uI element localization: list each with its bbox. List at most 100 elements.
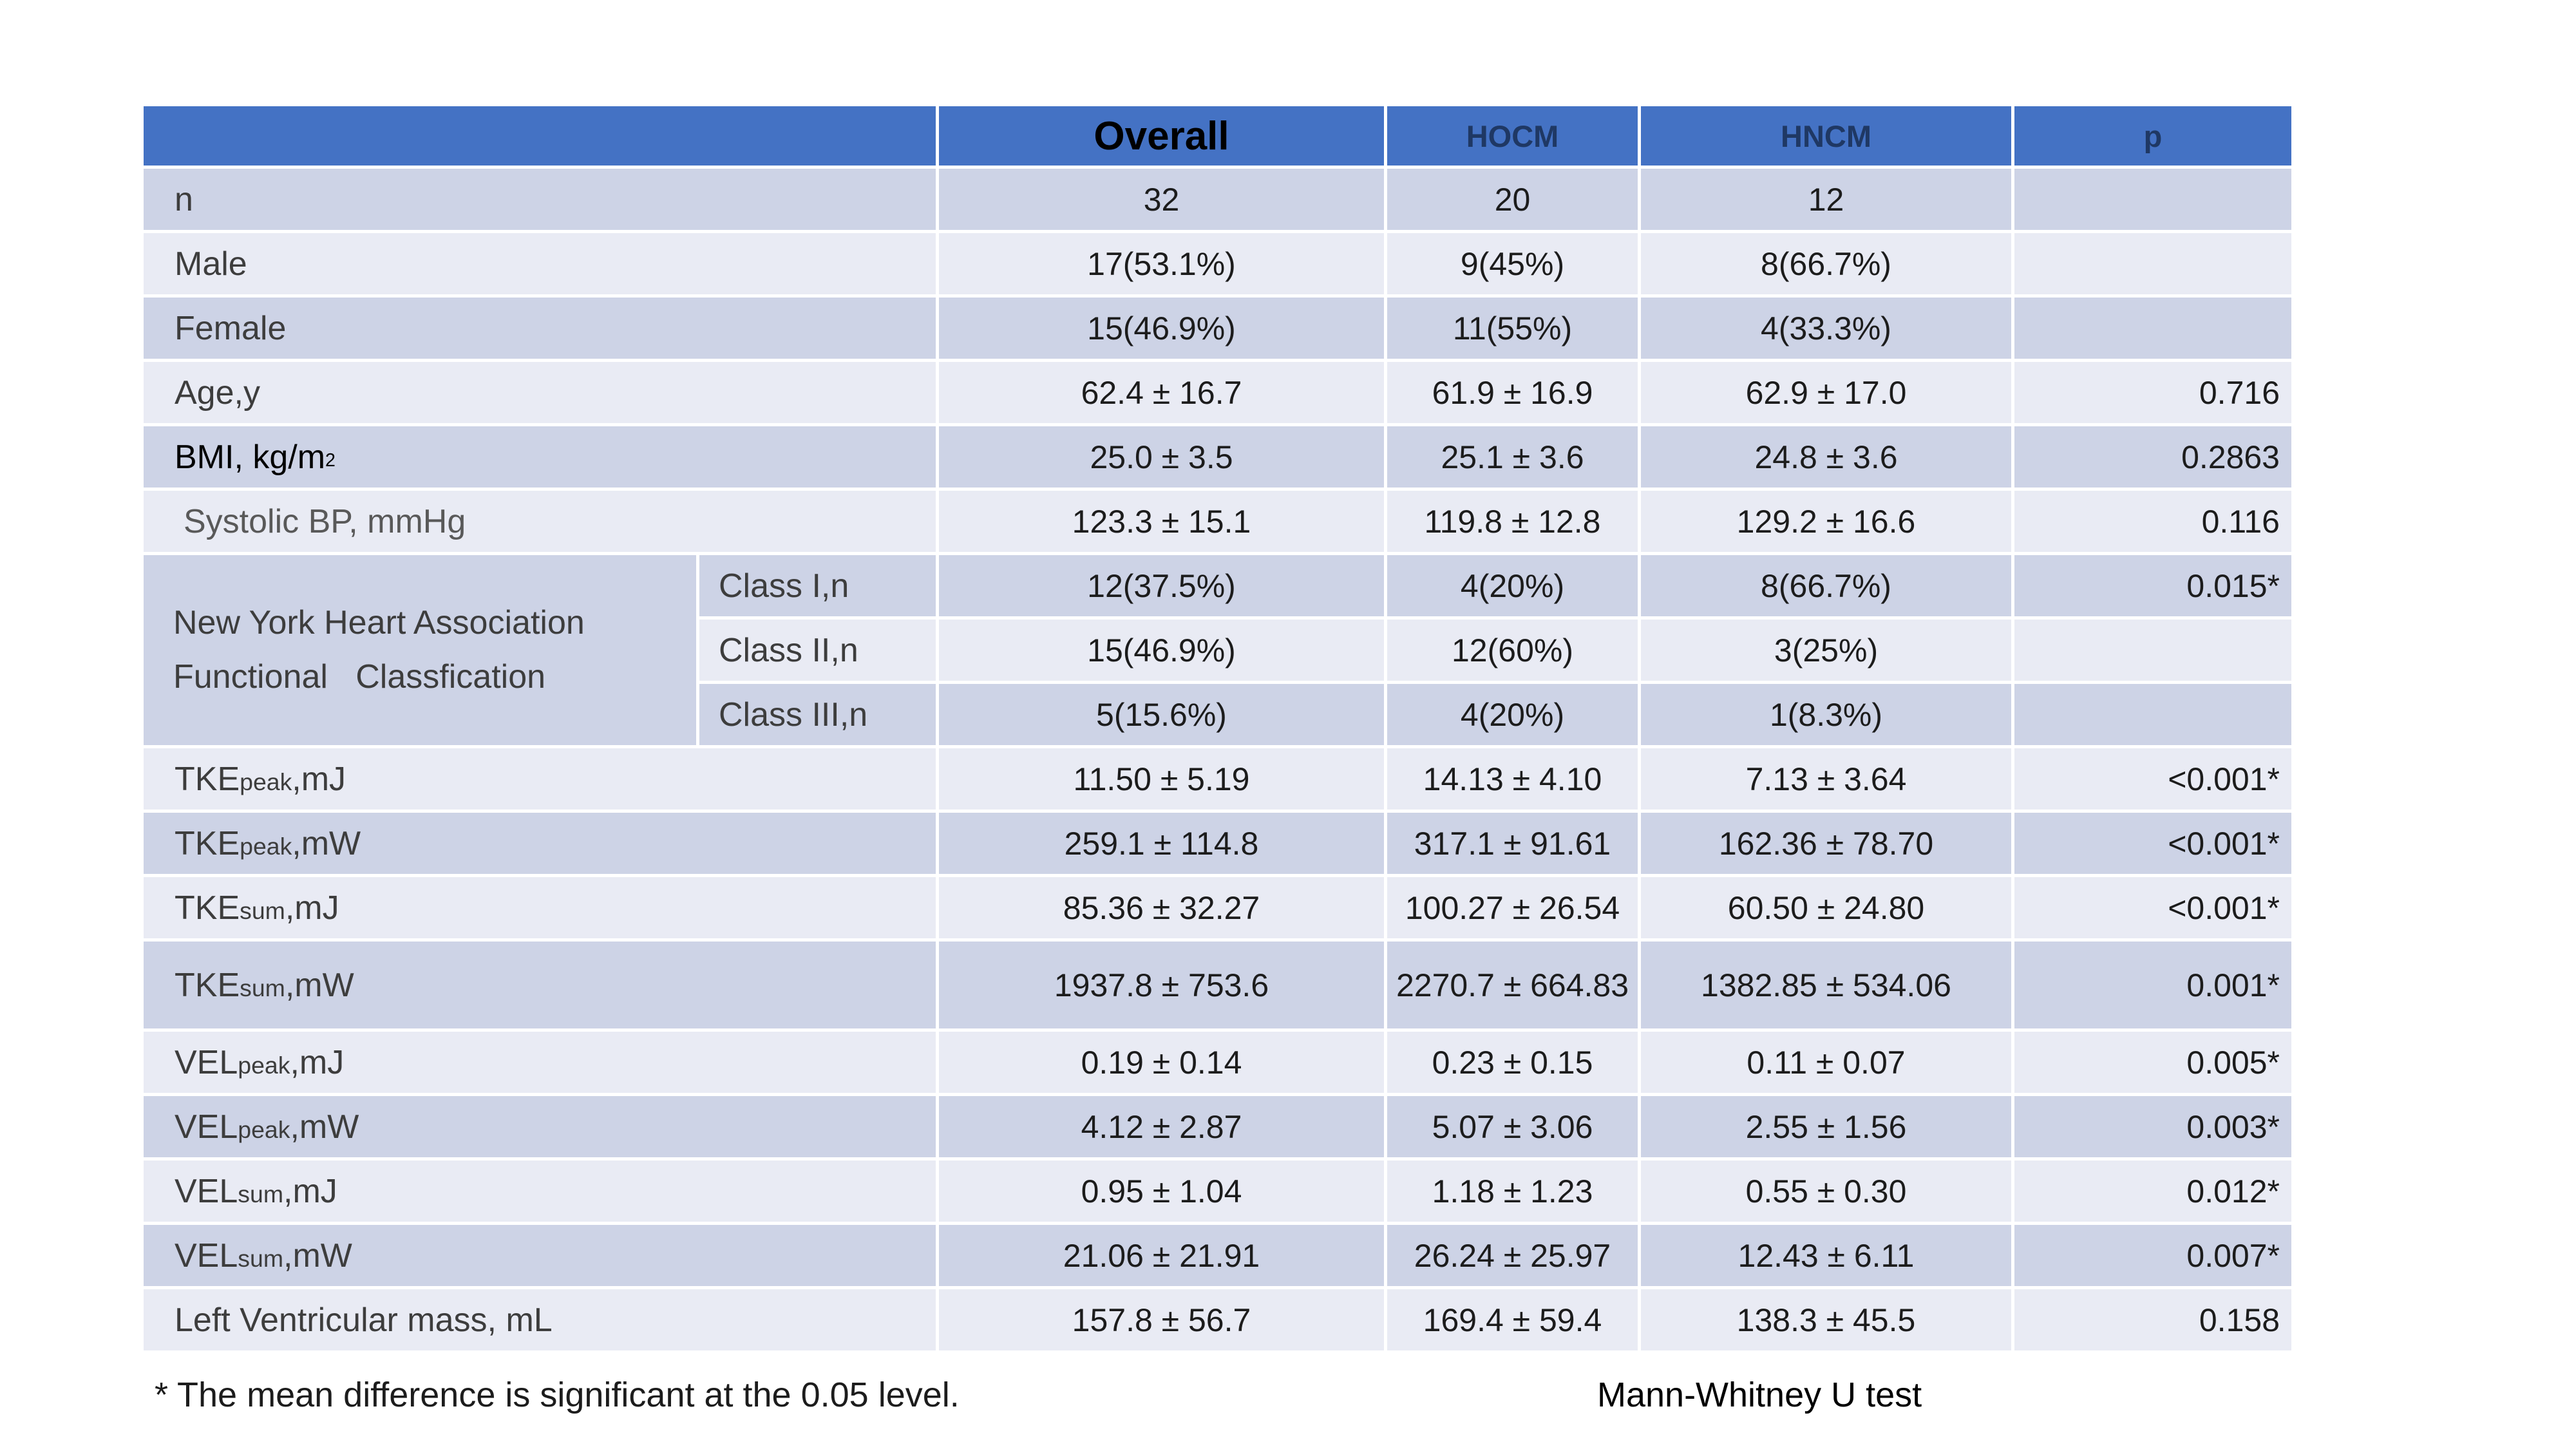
row-sublabel: Class I,n — [699, 555, 936, 616]
cell-overall: 15(46.9%) — [939, 620, 1384, 681]
cell-p: <0.001* — [2014, 877, 2291, 938]
cell-p: 0.716 — [2014, 362, 2291, 423]
cell-overall: 157.8 ± 56.7 — [939, 1289, 1384, 1350]
cell-hncm: 0.11 ± 0.07 — [1641, 1032, 2011, 1093]
cell-overall: 1937.8 ± 753.6 — [939, 942, 1384, 1028]
row-label-subscript: sum — [240, 896, 285, 924]
table-row: TKEsum,mW 1937.8 ± 753.6 2270.7 ± 664.83… — [144, 942, 2291, 1028]
cell-hocm: 317.1 ± 91.61 — [1387, 813, 1638, 874]
table-row: TKEpeak,mJ 11.50 ± 5.19 14.13 ± 4.10 7.1… — [144, 748, 2291, 810]
table-row: BMI, kg/m2 25.0 ± 3.5 25.1 ± 3.6 24.8 ± … — [144, 426, 2291, 488]
row-label-superscript: 2 — [325, 450, 336, 471]
row-label-subscript: sum — [238, 1244, 283, 1272]
row-label-unit: ,mW — [285, 966, 354, 1004]
cell-hncm: 129.2 ± 16.6 — [1641, 491, 2011, 552]
cell-p: 0.005* — [2014, 1032, 2291, 1093]
row-label-text: VEL — [175, 1108, 238, 1146]
cell-hncm: 24.8 ± 3.6 — [1641, 426, 2011, 488]
cell-hocm: 20 — [1387, 169, 1638, 230]
cell-hncm: 12.43 ± 6.11 — [1641, 1225, 2011, 1286]
cell-p: 0.158 — [2014, 1289, 2291, 1350]
table-row: Systolic BP, mmHg 123.3 ± 15.1 119.8 ± 1… — [144, 491, 2291, 552]
row-label-text: TKE — [175, 760, 240, 798]
patient-characteristics-table: Overall HOCM HNCM p n 32 20 12 Male 17(5… — [140, 103, 2295, 1354]
row-label-text: TKE — [175, 889, 240, 927]
table-row: Class II,n 15(46.9%) 12(60%) 3(25%) — [144, 620, 2291, 681]
cell-p: 0.001* — [2014, 942, 2291, 1028]
cell-p: 0.007* — [2014, 1225, 2291, 1286]
row-label: Systolic BP, mmHg — [144, 491, 936, 552]
cell-overall: 32 — [939, 169, 1384, 230]
cell-p: <0.001* — [2014, 813, 2291, 874]
cell-overall: 15(46.9%) — [939, 298, 1384, 359]
cell-hncm: 2.55 ± 1.56 — [1641, 1096, 2011, 1157]
nyha-merged-label: New York Heart Association Functional Cl… — [144, 555, 696, 745]
cell-p — [2014, 620, 2291, 681]
header-hncm: HNCM — [1641, 106, 2011, 166]
row-label: VELpeak,mW — [144, 1096, 936, 1157]
cell-overall: 259.1 ± 114.8 — [939, 813, 1384, 874]
row-label: Female — [144, 298, 936, 359]
table-row: Female 15(46.9%) 11(55%) 4(33.3%) — [144, 298, 2291, 359]
table-row: Class III,n 5(15.6%) 4(20%) 1(8.3%) — [144, 684, 2291, 745]
cell-hocm: 4(20%) — [1387, 684, 1638, 745]
cell-hocm: 26.24 ± 25.97 — [1387, 1225, 1638, 1286]
significance-footnote: * The mean difference is significant at … — [155, 1376, 960, 1414]
header-hocm: HOCM — [1387, 106, 1638, 166]
table-row: New York Heart Association Functional Cl… — [144, 555, 2291, 745]
cell-p — [2014, 298, 2291, 359]
row-label-unit: ,mJ — [290, 1043, 345, 1081]
cell-overall: 11.50 ± 5.19 — [939, 748, 1384, 810]
statistical-test-label: Mann-Whitney U test — [1597, 1376, 1922, 1414]
cell-hocm: 14.13 ± 4.10 — [1387, 748, 1638, 810]
row-label-subscript: sum — [240, 974, 285, 1001]
header-p: p — [2014, 106, 2291, 166]
cell-hncm: 60.50 ± 24.80 — [1641, 877, 2011, 938]
row-label-unit: ,mJ — [292, 760, 346, 798]
table-row: TKEsum,mJ 85.36 ± 32.27 100.27 ± 26.54 6… — [144, 877, 2291, 938]
table-row: VELsum,mJ 0.95 ± 1.04 1.18 ± 1.23 0.55 ±… — [144, 1160, 2291, 1222]
cell-overall: 17(53.1%) — [939, 233, 1384, 294]
row-label-unit: ,mW — [292, 824, 361, 862]
row-label-subscript: peak — [238, 1051, 290, 1079]
row-sublabel: Class II,n — [699, 620, 936, 681]
table-row: VELpeak,mW 4.12 ± 2.87 5.07 ± 3.06 2.55 … — [144, 1096, 2291, 1157]
row-label-subscript: peak — [240, 832, 292, 860]
cell-overall: 4.12 ± 2.87 — [939, 1096, 1384, 1157]
cell-hocm: 169.4 ± 59.4 — [1387, 1289, 1638, 1350]
cell-overall: 25.0 ± 3.5 — [939, 426, 1384, 488]
cell-p: 0.2863 — [2014, 426, 2291, 488]
cell-hncm: 62.9 ± 17.0 — [1641, 362, 2011, 423]
cell-hocm: 61.9 ± 16.9 — [1387, 362, 1638, 423]
cell-p: 0.015* — [2014, 555, 2291, 616]
row-label-unit: ,mW — [283, 1236, 352, 1274]
cell-p: <0.001* — [2014, 748, 2291, 810]
cell-overall: 12(37.5%) — [939, 555, 1384, 616]
table-row: Left Ventricular mass, mL 157.8 ± 56.7 1… — [144, 1289, 2291, 1350]
cell-hncm: 0.55 ± 0.30 — [1641, 1160, 2011, 1222]
cell-p — [2014, 169, 2291, 230]
row-label: TKEsum,mJ — [144, 877, 936, 938]
row-label-text: VEL — [175, 1236, 238, 1274]
cell-hncm: 12 — [1641, 169, 2011, 230]
row-label-text: VEL — [175, 1043, 238, 1081]
row-label-text: VEL — [175, 1172, 238, 1210]
cell-hocm: 2270.7 ± 664.83 — [1387, 942, 1638, 1028]
cell-overall: 21.06 ± 21.91 — [939, 1225, 1384, 1286]
cell-hncm: 7.13 ± 3.64 — [1641, 748, 2011, 810]
cell-overall: 0.19 ± 0.14 — [939, 1032, 1384, 1093]
cell-hocm: 5.07 ± 3.06 — [1387, 1096, 1638, 1157]
cell-hncm: 8(66.7%) — [1641, 233, 2011, 294]
cell-hocm: 25.1 ± 3.6 — [1387, 426, 1638, 488]
row-label-subscript: peak — [238, 1115, 290, 1143]
row-label: VELsum,mJ — [144, 1160, 936, 1222]
table-row: TKEpeak,mW 259.1 ± 114.8 317.1 ± 91.61 1… — [144, 813, 2291, 874]
row-label-text: BMI, kg/m — [175, 438, 326, 476]
cell-hocm: 11(55%) — [1387, 298, 1638, 359]
row-sublabel: Class III,n — [699, 684, 936, 745]
row-label-unit: ,mJ — [283, 1172, 337, 1210]
cell-hncm: 162.36 ± 78.70 — [1641, 813, 2011, 874]
row-label: TKEpeak,mJ — [144, 748, 936, 810]
cell-p: 0.012* — [2014, 1160, 2291, 1222]
cell-hncm: 138.3 ± 45.5 — [1641, 1289, 2011, 1350]
